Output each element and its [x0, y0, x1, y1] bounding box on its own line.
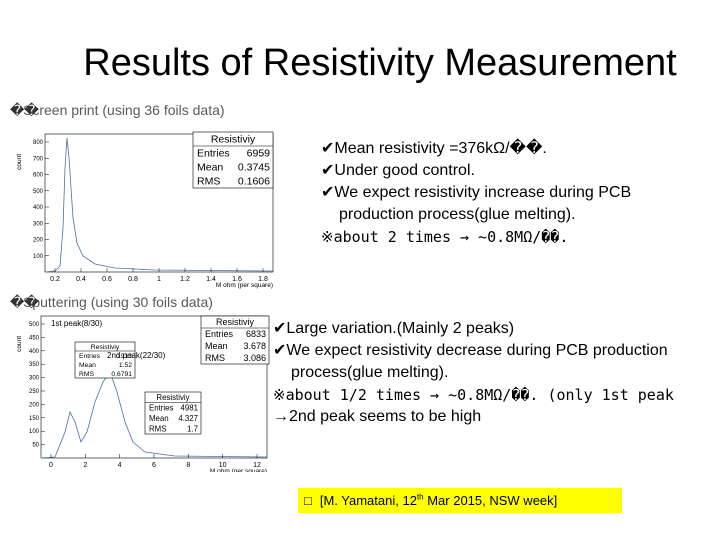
bullet: ✔We expect resistivity increase during P…	[321, 184, 632, 223]
histogram-image: 0 2 4 6 8 10 12 50 100 150 200 250 300 350 400 450 500 M …	[15, 312, 273, 472]
heading-text: Screen print (using 36 foils data)	[23, 102, 225, 118]
y-tick-label: 100	[29, 429, 40, 435]
x-tick-label: 4	[118, 462, 122, 469]
stats-key: RMS	[205, 353, 225, 363]
bullet: ✔Under good control.	[321, 162, 475, 179]
y-tick-label: 150	[29, 416, 40, 422]
x-tick-label: 0.2	[50, 276, 60, 283]
histogram-shape	[44, 137, 274, 273]
stats-key: Entries	[197, 148, 230, 160]
stats-value: 3.678	[243, 341, 266, 351]
bullet-list: ✔Mean resistivity =376kΩ/��. ✔Under good …	[321, 138, 666, 248]
y-tick-label: 450	[29, 335, 40, 341]
annotation: 2nd peak(22/30)	[107, 351, 166, 360]
citation-marker: □	[304, 493, 312, 508]
y-tick-label: 300	[33, 221, 44, 227]
stats-value: 4981	[181, 403, 198, 412]
y-tick-label: 200	[33, 238, 44, 244]
stats-key: RMS	[149, 424, 166, 433]
y-axis-label: count	[16, 154, 23, 170]
y-tick-label: 400	[33, 205, 44, 211]
stats-key: Entries	[205, 329, 234, 339]
x-tick-label: 8	[186, 462, 190, 469]
stats-key: Mean	[79, 362, 96, 369]
x-tick-label: 1	[157, 276, 161, 283]
citation: □ [M. Yamatani, 12th Mar 2015, NSW week]	[298, 488, 622, 513]
citation-sup: th	[416, 492, 424, 502]
stats-box	[192, 131, 274, 189]
stats-box	[74, 341, 136, 379]
stats-title: Resistiviy	[156, 393, 189, 402]
bullet: ✔We expect resistivity decrease during P…	[273, 342, 668, 381]
slide-title: Results of Resistivity Measurement	[83, 42, 677, 84]
stats-key: RMS	[79, 371, 94, 378]
stats-value: 6833	[246, 329, 266, 339]
y-tick-label: 700	[33, 156, 44, 162]
stats-key: Mean	[149, 414, 169, 423]
stats-value: 1913	[117, 353, 132, 360]
y-axis-label: count	[16, 336, 23, 352]
y-tick-label: 250	[29, 389, 40, 395]
y-tick-label: 100	[33, 254, 44, 260]
stats-value: 0.1606	[238, 176, 270, 188]
stats-title: Resistiviy	[91, 344, 120, 351]
x-tick-label: 0.6	[102, 276, 112, 283]
bullet-marker: ��	[10, 102, 39, 118]
y-tick-label: 600	[33, 173, 44, 179]
annotation: 1st peak(8/30)	[51, 319, 102, 328]
x-axis-label: M ohm (per square)	[216, 282, 273, 289]
y-tick-label: 200	[29, 402, 40, 408]
x-tick-label: 10	[219, 462, 227, 469]
x-axis-label: M ohm (per square)	[210, 468, 267, 472]
x-tick-label: 6	[152, 462, 156, 469]
stats-key: Mean	[205, 341, 228, 351]
citation-text: [M. Yamatani, 12	[319, 493, 417, 508]
y-tick-label: 400	[29, 349, 40, 355]
stats-box	[144, 391, 202, 435]
bullet-list: ✔Large variation.(Mainly 2 peaks) ✔We exp…	[273, 318, 674, 428]
x-tick-label: 0.4	[76, 276, 86, 283]
y-tick-label: 500	[29, 322, 40, 328]
note: →2nd peak seems to be high	[273, 408, 482, 425]
x-tick-label: 1.4	[206, 276, 216, 283]
histogram-shape	[40, 371, 268, 459]
section-heading: �� Screen print (using 36 foils data)	[10, 102, 225, 118]
bullet-marker: ��	[10, 294, 39, 310]
histogram-image: 0.2 0.4 0.6 0.8 1 1.2 1.4 1.6 1.8 100 200 300 400 500…	[15, 128, 280, 290]
y-tick-label: 800	[33, 140, 44, 146]
citation-text: Mar 2015, NSW week]	[423, 493, 558, 508]
x-tick-label: 2	[83, 462, 87, 469]
x-tick-label: 12	[253, 462, 261, 469]
x-tick-label: 0.8	[128, 276, 138, 283]
y-tick-label: 350	[29, 362, 40, 368]
note: ※about 1/2 times → ~0.8MΩ/��. (only 1st …	[273, 386, 674, 404]
stats-box	[200, 315, 270, 365]
stats-key: Entries	[79, 353, 101, 360]
section-heading: �� Sputtering (using 30 foils data)	[10, 294, 213, 310]
stats-key: Mean	[197, 162, 223, 174]
stats-value: 1.52	[119, 362, 132, 369]
stats-title: Resistiviy	[211, 134, 256, 146]
bullet: ✔Large variation.(Mainly 2 peaks)	[273, 320, 515, 337]
stats-value: 0.6791	[111, 371, 132, 378]
stats-value: 3.086	[243, 353, 266, 363]
note: ※about 2 times → ~0.8MΩ/��.	[321, 228, 569, 246]
stats-value: 0.3745	[238, 162, 270, 174]
stats-value: 6959	[247, 148, 271, 160]
x-tick-label: 1.2	[180, 276, 190, 283]
stats-value: 4.327	[178, 414, 198, 423]
x-tick-label: 1.8	[258, 276, 268, 283]
stats-value: 1.7	[187, 424, 198, 433]
y-tick-label: 50	[32, 443, 39, 449]
x-tick-label: 0	[49, 462, 53, 469]
stats-key: RMS	[197, 176, 220, 188]
y-tick-label: 500	[33, 189, 44, 195]
stats-title: Resistiviy	[216, 317, 255, 327]
stats-key: Entries	[149, 403, 174, 412]
bullet: ✔Mean resistivity =376kΩ/��.	[321, 140, 547, 157]
y-tick-label: 300	[29, 376, 40, 382]
x-tick-label: 1.6	[232, 276, 242, 283]
heading-text: Sputtering (using 30 foils data)	[23, 294, 213, 310]
